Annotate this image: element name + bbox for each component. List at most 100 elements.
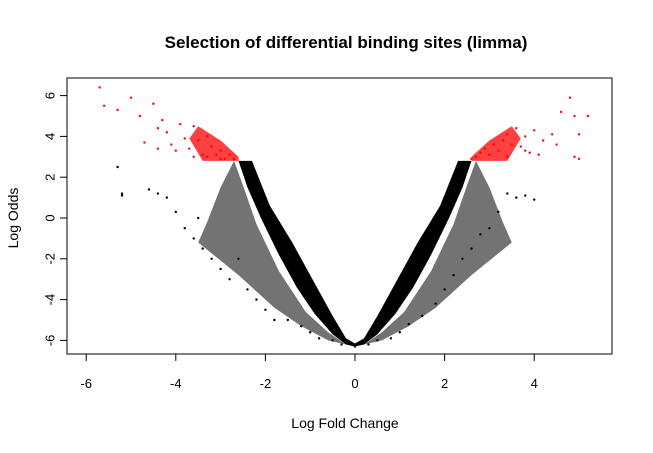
selected-point [156, 147, 160, 150]
background-point [488, 227, 491, 230]
background-point [524, 194, 527, 197]
background-point [497, 210, 500, 214]
background-point [533, 198, 536, 201]
selected-point [524, 149, 527, 152]
point-cloud-halo [198, 160, 347, 345]
x-axis: -6 -4 -2 0 2 4 [80, 353, 538, 391]
selected-point [559, 110, 563, 114]
background-point [434, 302, 437, 305]
background-point [255, 298, 258, 301]
selected-point [129, 96, 133, 99]
background-point [228, 278, 231, 281]
selected-point [179, 122, 182, 126]
selected-point [170, 143, 173, 146]
background-point [407, 322, 410, 326]
x-tick-label: -4 [170, 376, 182, 391]
background-point [264, 308, 267, 311]
y-tick-label: -2 [42, 253, 57, 265]
background-point [156, 192, 160, 195]
background-point [120, 194, 124, 197]
background-point [300, 324, 303, 328]
x-tick-label: -2 [260, 376, 272, 391]
background-point [183, 227, 186, 230]
background-point [273, 318, 276, 322]
background-point [120, 192, 124, 195]
background-point [452, 273, 455, 277]
y-tick-label: -6 [42, 335, 57, 347]
y-tick-label: 2 [42, 174, 57, 181]
background-point [210, 257, 213, 260]
background-point [461, 257, 464, 260]
selected-point [515, 127, 518, 130]
selected-point [577, 157, 581, 161]
selected-point [188, 147, 191, 150]
background-point [506, 192, 509, 195]
chart-title: Selection of differential binding sites … [165, 33, 528, 52]
background-point [237, 257, 240, 260]
background-point [376, 339, 379, 342]
background-point [470, 247, 473, 250]
background-point [201, 247, 204, 250]
y-tick-label: -4 [42, 294, 57, 306]
selected-point [537, 153, 540, 156]
selected-point [98, 86, 101, 89]
y-tick-label: 6 [42, 92, 57, 99]
selected-point [541, 139, 545, 142]
selected-point [165, 131, 169, 134]
selected-point [573, 114, 576, 118]
selected-point-cluster [189, 126, 239, 161]
background-point [317, 337, 321, 340]
selected-point [519, 145, 522, 148]
background-point [174, 210, 177, 214]
x-tick-label: -6 [80, 376, 92, 391]
selected-point [586, 114, 590, 118]
selected-point [183, 137, 186, 140]
background-point [147, 188, 151, 191]
selected-point [573, 155, 576, 158]
selected-point [528, 151, 531, 154]
selected-point [161, 118, 164, 122]
selected-point [555, 143, 558, 146]
selected-point [192, 155, 195, 158]
selected-point [102, 104, 106, 108]
selected-point [116, 108, 119, 112]
selected-point [152, 102, 155, 105]
y-tick-label: 4 [42, 133, 57, 140]
y-axis: -6 -4 -2 0 2 4 6 [42, 92, 68, 347]
selected-point [568, 96, 572, 99]
point-cloud-halo [363, 160, 512, 345]
data-points [98, 86, 590, 348]
background-point [367, 343, 370, 346]
x-tick-label: 2 [441, 376, 448, 391]
background-point [192, 237, 195, 240]
background-point [246, 288, 249, 291]
background-point [286, 318, 289, 322]
x-tick-label: 4 [531, 376, 538, 391]
selected-point [192, 125, 195, 128]
selected-point [533, 129, 536, 132]
selected-point [143, 141, 146, 144]
selected-point-cluster [471, 126, 521, 161]
background-point [309, 331, 312, 334]
background-point [389, 337, 393, 340]
selected-point [156, 127, 160, 130]
density-envelope [198, 160, 512, 347]
background-point [219, 267, 222, 271]
background-point [116, 165, 119, 169]
selected-point [138, 114, 142, 118]
background-point [515, 196, 518, 199]
x-tick-label: 0 [351, 376, 358, 391]
background-point [443, 288, 446, 291]
y-tick-label: 0 [42, 214, 57, 221]
background-point [340, 343, 343, 346]
background-point [421, 314, 424, 318]
selected-point [174, 149, 177, 152]
point-cloud-core [238, 160, 472, 347]
selected-point [577, 133, 581, 136]
y-axis-label: Log Odds [5, 188, 21, 249]
selected-point [524, 135, 527, 138]
background-point [353, 345, 357, 348]
selected-point [550, 133, 554, 136]
